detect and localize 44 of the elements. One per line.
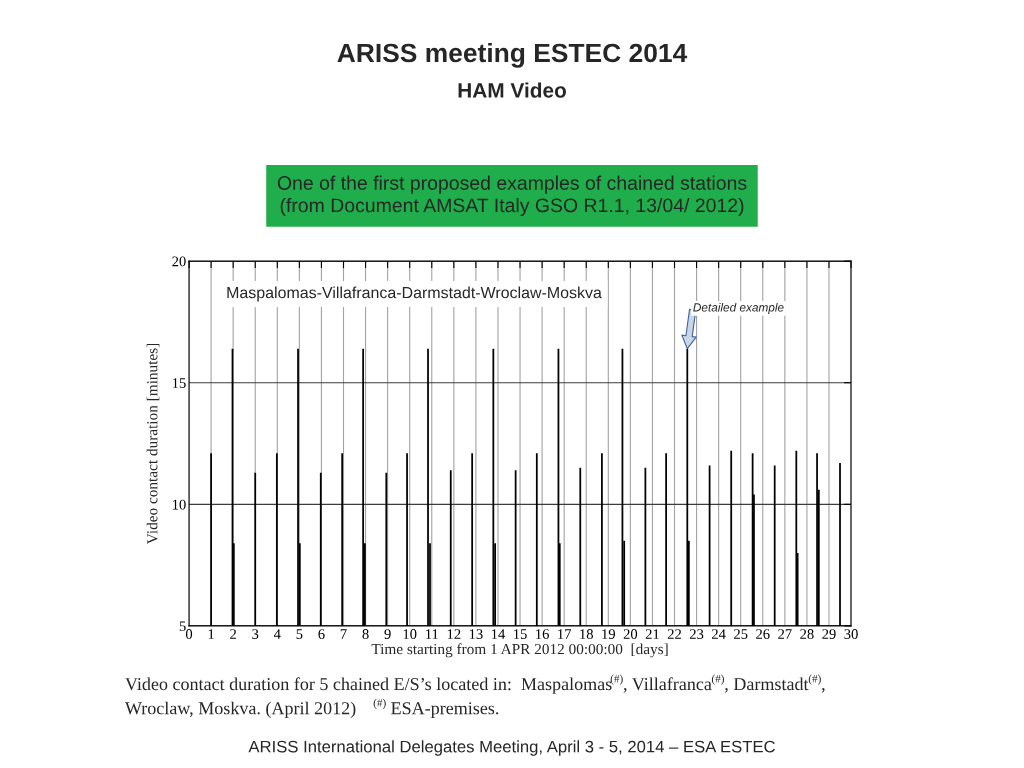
x-tick-label: 21 [645,629,659,639]
x-tick-label: 22 [667,629,681,639]
text: One of the first proposed examples of chained stations (from Document AMSAT Italy GSO R1.1, 13/04/ 2012) [277,175,747,217]
x-tick-label: 29 [822,629,836,639]
x-tick-label: 7 [340,629,347,639]
x-tick-label: 0 [185,629,193,639]
y-tick-label: 20 [172,256,186,267]
x-tick-label: 26 [756,629,770,639]
y-tick-label: 5 [179,621,186,632]
x-tick-label: 23 [689,629,704,639]
x-tick-label: 2 [230,629,237,639]
chart-subtitle: HAM Video [458,82,566,98]
x-tick-label: 20 [623,629,638,639]
x-tick-label: 4 [273,629,281,639]
x-tick-label: 3 [252,629,259,639]
y-tick-label: 10 [172,499,186,510]
x-tick-label: 24 [711,629,726,639]
x-tick-label: 18 [580,629,593,639]
x-tick-label: 11 [426,629,438,639]
x-tick-label: 15 [514,629,527,639]
y-tick-label: 15 [172,378,186,388]
x-tick-label: 14 [491,629,506,639]
text: ARISS International Delegates Meeting, April 3 - 5, 2014 – ESA ESTEC [248,740,775,756]
x-tick-label: 16 [536,629,549,639]
x-tick-label: 10 [403,629,417,639]
x-tick-label: 30 [844,629,858,639]
x-tick-label: 1 [208,629,214,639]
chart-title: ARISS meeting ESTEC 2014 [337,42,688,68]
x-axis-title: Time starting from 1 APR 2012 00:00:00 [days] [371,643,668,658]
x-tick-label: 28 [800,629,814,639]
text: Video contact duration for 5 chained E/S’s located in: Maspalomas(#), Villafranca(#), Darmstadt(#), Wroclaw, Moskva. (April 2012) (#) ESA-premises. [124,674,825,719]
annotation: Detailed example [693,302,784,314]
annotation: Maspalomas-Villafranca-Darmstadt-Wroclaw-Moskva [227,286,602,302]
x-tick-label: 19 [602,629,615,639]
x-tick-label: 12 [447,629,461,639]
x-tick-label: 6 [318,629,325,639]
y-axis-title: Video contact duration [minutes] [146,343,160,545]
x-tick-label: 13 [469,629,483,639]
x-tick-label: 5 [296,629,303,639]
x-tick-label: 9 [384,629,391,639]
x-tick-label: 25 [734,629,748,639]
x-tick-label: 8 [362,629,369,639]
x-tick-label: 17 [558,629,572,639]
x-tick-label: 27 [778,629,792,639]
